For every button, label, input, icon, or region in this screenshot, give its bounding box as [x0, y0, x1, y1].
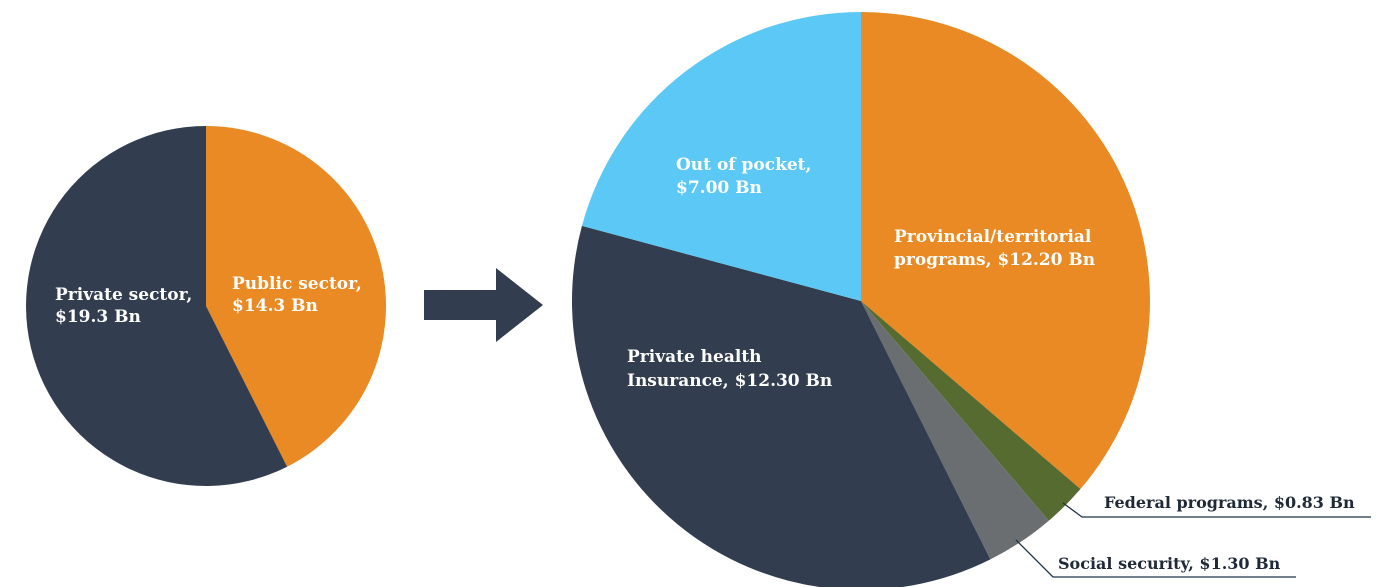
callout-label-social-security: Social security, $1.30 Bn — [1058, 554, 1281, 573]
slice-label-private-health: Private health Insurance, $12.30 Bn — [627, 347, 832, 391]
arrow-right-icon — [424, 268, 543, 342]
pie-chart-breakdown — [572, 12, 1150, 587]
pie-slice-private-sector — [26, 126, 288, 486]
leader-line-federal — [1062, 502, 1371, 518]
slice-label-provincial-value: programs, $12.20 Bn — [894, 250, 1095, 270]
slice-label-public-sector-name: Public sector, — [232, 274, 362, 294]
slice-label-out-of-pocket: Out of pocket, $7.00 Bn — [676, 155, 817, 198]
pie-slice-provincial-territorial — [861, 12, 1150, 490]
pie-slice-out-of-pocket — [581, 12, 861, 301]
leader-line-social-security — [1015, 539, 1296, 578]
slice-label-public-sector-value: $14.3 Bn — [232, 296, 318, 316]
slice-label-private-health-name: Private health — [627, 347, 762, 367]
pie-slice-private-health — [572, 225, 991, 587]
slice-label-provincial-name: Provincial/territorial — [894, 227, 1092, 247]
callout-label-federal-programs: Federal programs, $0.83 Bn — [1104, 493, 1355, 512]
pie-slice-federal-programs-0-83-bn — [861, 301, 1081, 521]
slice-label-out-of-pocket-value: $7.00 Bn — [676, 178, 762, 198]
pie-chart-sector — [26, 126, 387, 486]
slice-label-private-sector-value: $19.3 Bn — [55, 307, 141, 327]
pie-slice-public-sector — [206, 126, 387, 467]
slice-label-public-sector: Public sector, $14.3 Bn — [232, 274, 368, 316]
slice-label-private-health-value: Insurance, $12.30 Bn — [627, 371, 832, 391]
slice-label-private-sector-name: Private sector, — [55, 285, 192, 305]
slice-label-private-sector: Private sector, $19.3 Bn — [55, 285, 198, 327]
pie-slice-social-security-1-30-bn — [861, 301, 1049, 560]
slice-label-provincial: Provincial/territorial programs, $12.20 … — [894, 227, 1097, 270]
slice-label-out-of-pocket-name: Out of pocket, — [676, 155, 811, 175]
